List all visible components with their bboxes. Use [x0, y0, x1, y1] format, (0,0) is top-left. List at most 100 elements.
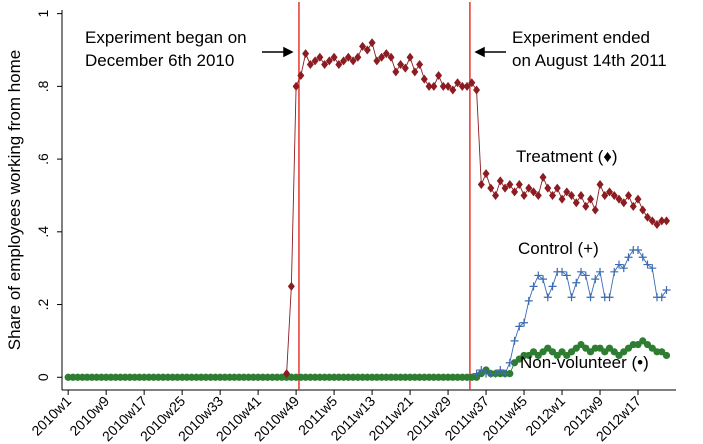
marker — [634, 246, 643, 254]
marker — [648, 264, 657, 273]
marker — [444, 81, 452, 91]
marker — [544, 183, 552, 193]
marker — [605, 293, 614, 302]
marker — [401, 63, 409, 73]
marker — [306, 60, 314, 70]
marker — [311, 56, 319, 66]
marker — [606, 187, 614, 197]
annotation: on August 14th 2011 — [512, 51, 667, 70]
marker — [620, 198, 628, 208]
marker — [454, 78, 462, 88]
marker — [587, 194, 595, 204]
marker — [382, 49, 390, 59]
y-axis-label: Share of employees working from home — [5, 50, 24, 350]
marker — [505, 358, 514, 367]
marker — [539, 275, 548, 284]
marker — [463, 81, 471, 91]
marker — [610, 190, 618, 200]
marker — [321, 60, 329, 70]
marker — [653, 220, 661, 230]
marker — [520, 318, 529, 327]
arrow-head — [474, 46, 485, 58]
arrow-head — [283, 46, 294, 58]
y-tick-label: .8 — [35, 80, 51, 92]
marker — [662, 286, 671, 294]
marker — [387, 52, 395, 62]
marker — [325, 56, 333, 66]
marker — [449, 85, 457, 95]
marker — [506, 370, 514, 378]
marker — [601, 190, 609, 200]
marker — [624, 253, 633, 262]
marker — [416, 60, 424, 70]
marker — [292, 81, 300, 91]
marker — [354, 52, 362, 62]
marker — [477, 366, 486, 374]
series-label: Treatment (♦) — [516, 147, 618, 166]
marker — [577, 190, 585, 200]
marker — [549, 190, 557, 200]
series — [472, 246, 671, 378]
marker — [568, 190, 576, 200]
marker — [496, 176, 504, 186]
marker — [340, 56, 348, 66]
marker — [511, 187, 519, 197]
marker — [634, 194, 642, 204]
marker — [658, 216, 666, 226]
marker — [563, 187, 571, 197]
marker — [439, 81, 447, 91]
marker — [472, 369, 481, 378]
marker — [639, 205, 647, 215]
marker — [577, 267, 586, 276]
marker — [638, 253, 647, 262]
y-tick-label: .2 — [35, 298, 51, 310]
marker — [491, 369, 500, 378]
marker — [567, 293, 576, 302]
marker — [524, 296, 533, 305]
marker — [553, 183, 561, 193]
marker — [349, 56, 357, 66]
marker — [586, 293, 595, 302]
marker — [473, 85, 481, 95]
marker — [468, 78, 476, 88]
marker — [330, 52, 338, 62]
marker — [425, 81, 433, 91]
marker — [492, 190, 500, 200]
marker — [487, 183, 495, 193]
marker — [644, 212, 652, 222]
marker — [558, 267, 567, 276]
marker — [596, 180, 604, 190]
marker — [430, 81, 438, 91]
marker — [572, 278, 581, 287]
marker — [629, 201, 637, 211]
marker — [501, 369, 510, 378]
marker — [610, 267, 619, 276]
marker — [515, 180, 523, 190]
marker — [335, 60, 343, 70]
marker — [648, 216, 656, 226]
marker — [539, 172, 547, 182]
marker — [529, 282, 538, 291]
marker — [392, 67, 400, 77]
marker — [397, 60, 405, 70]
marker — [520, 190, 528, 200]
marker — [411, 67, 419, 77]
marker — [283, 369, 291, 379]
marker — [662, 351, 671, 360]
marker — [615, 194, 623, 204]
marker — [657, 293, 666, 302]
marker — [663, 216, 671, 226]
series — [283, 38, 671, 379]
marker — [582, 201, 590, 211]
marker — [525, 183, 533, 193]
marker — [562, 271, 571, 280]
y-tick-label: 0 — [35, 373, 51, 381]
marker — [615, 260, 624, 269]
marker — [287, 281, 295, 291]
arrows — [262, 46, 506, 58]
marker — [363, 45, 371, 55]
marker — [510, 336, 519, 345]
y-tick-label: 1 — [35, 10, 51, 18]
marker — [302, 49, 310, 59]
marker — [515, 322, 524, 331]
